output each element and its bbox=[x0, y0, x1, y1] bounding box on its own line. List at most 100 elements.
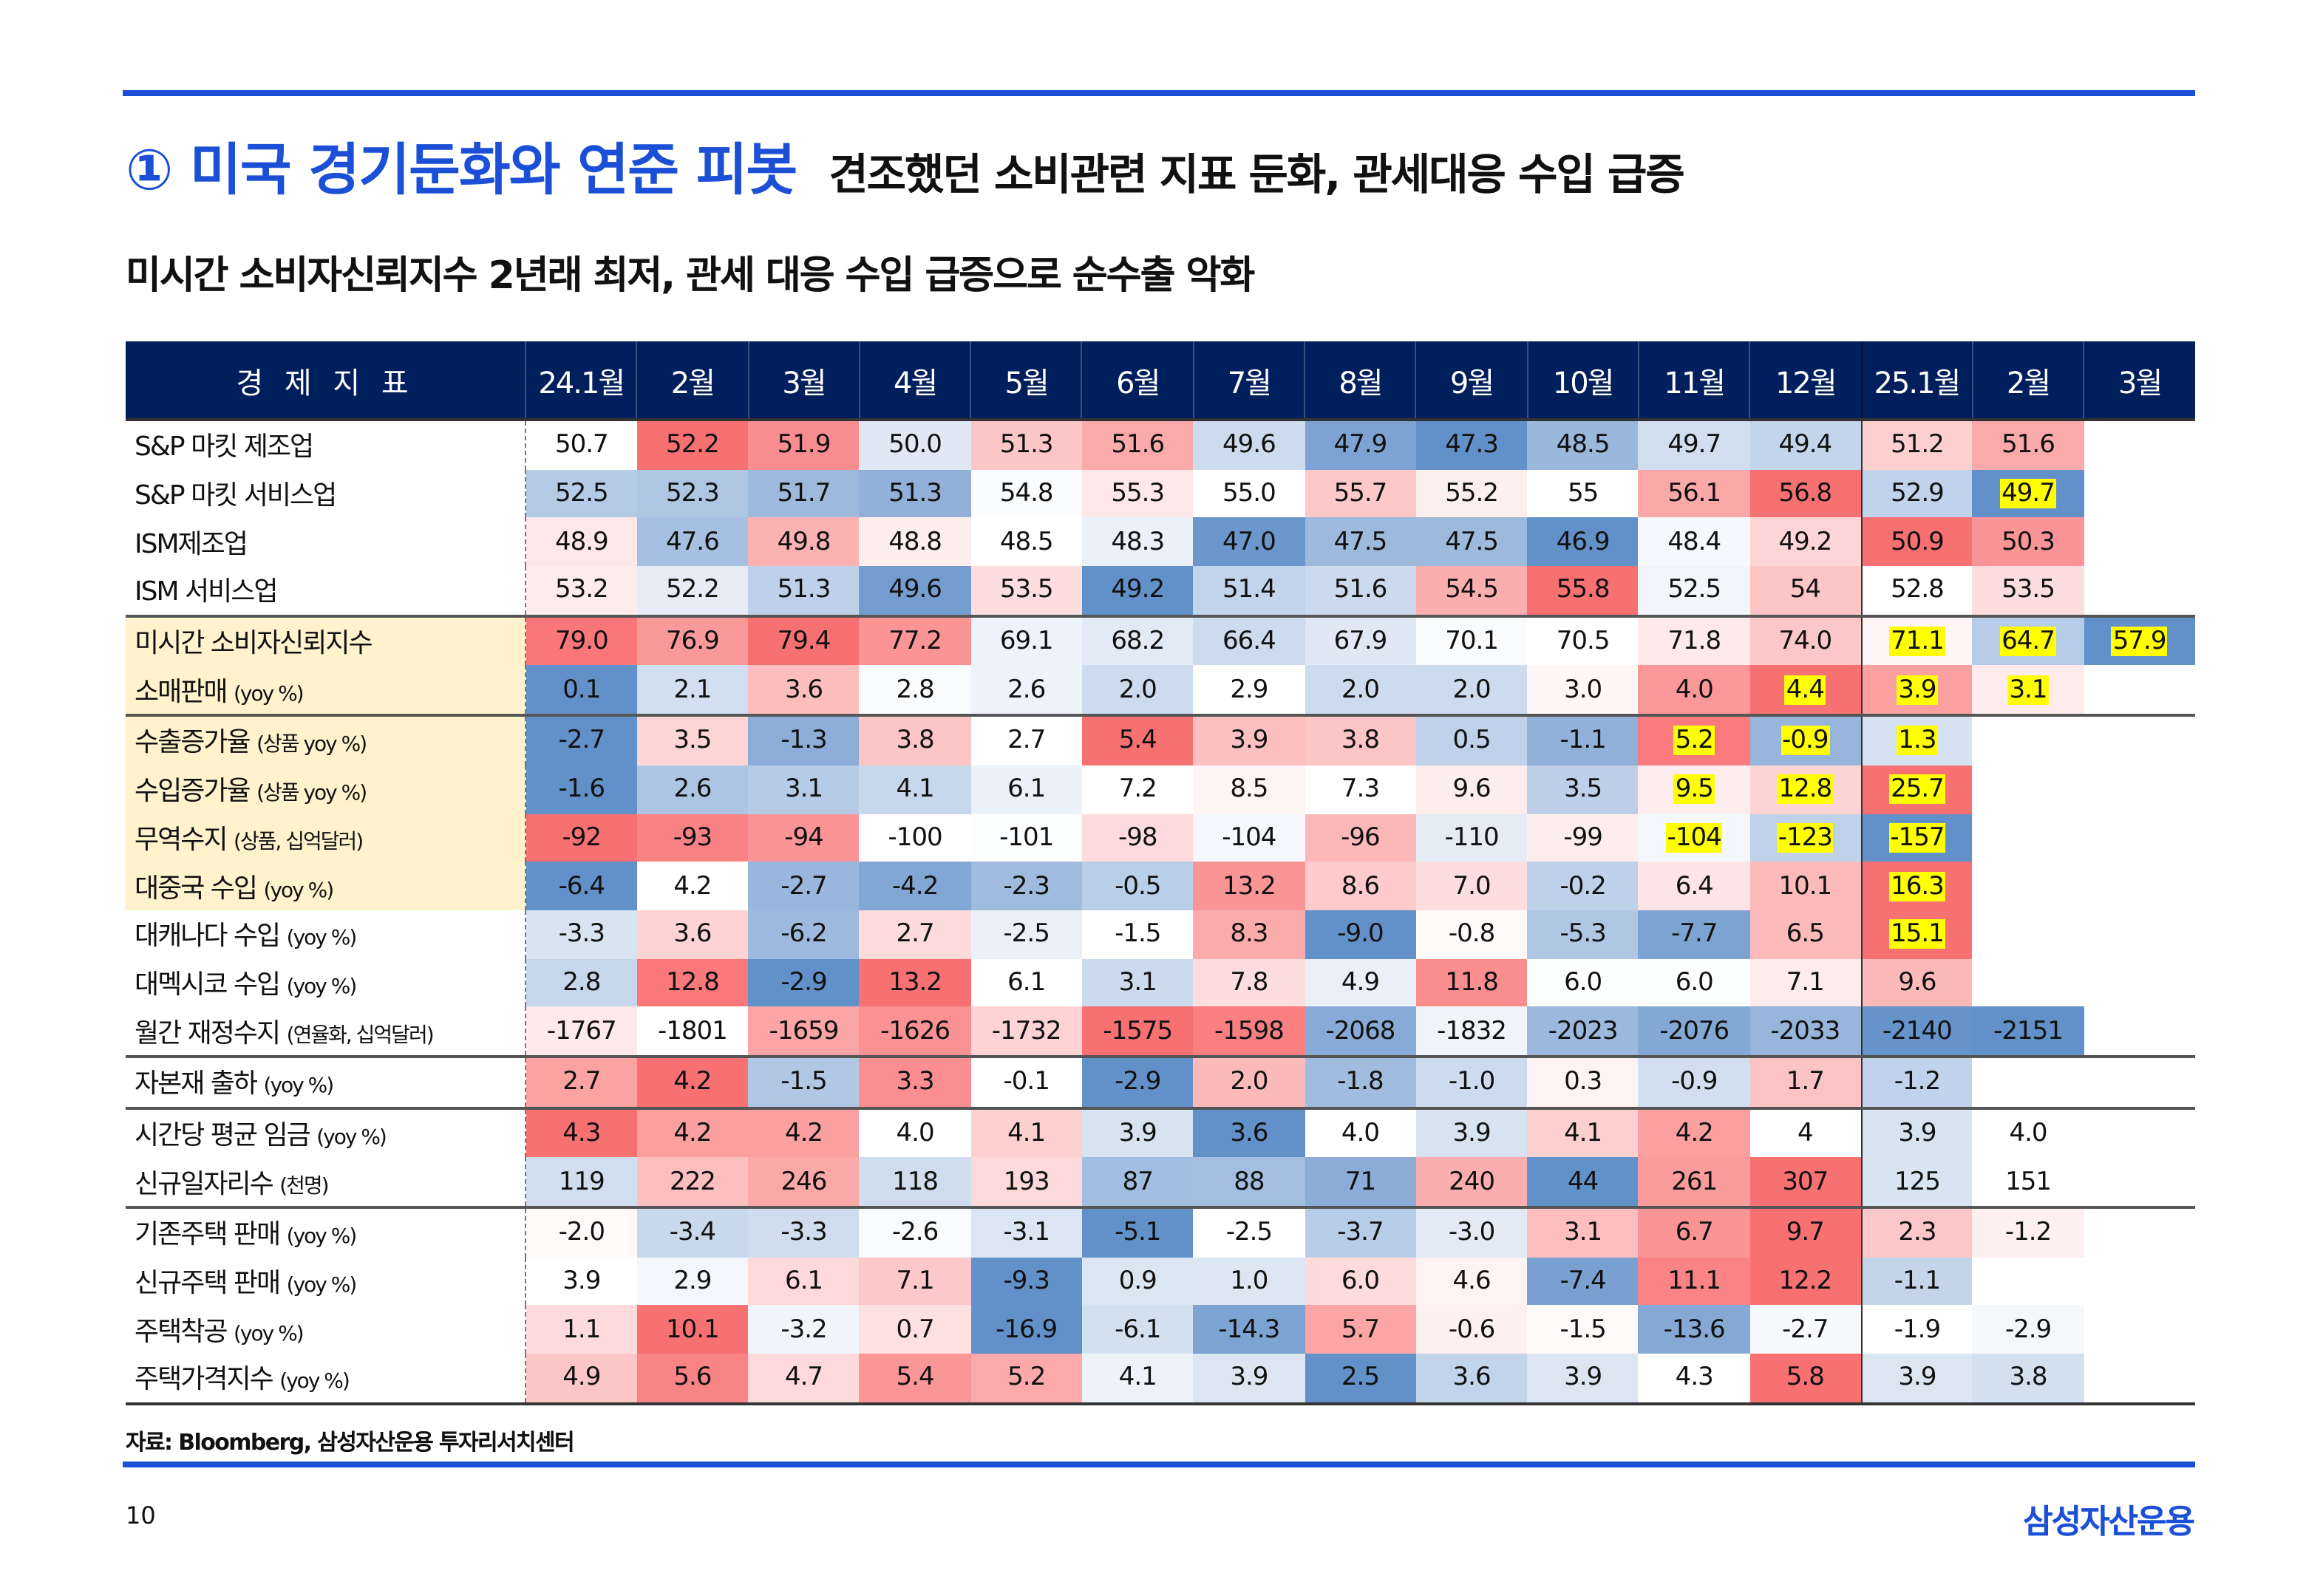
data-cell: 2.5 bbox=[1305, 1354, 1416, 1405]
data-cell: 2.0 bbox=[1305, 665, 1416, 717]
cell-value: 4.0 bbox=[1675, 675, 1714, 705]
cell-value: -2.9 bbox=[1115, 1067, 1161, 1097]
cell-value: 52.2 bbox=[666, 430, 720, 460]
data-cell: 4.0 bbox=[859, 1108, 971, 1158]
data-cell: 74.0 bbox=[1749, 615, 1863, 666]
data-cell: -0.2 bbox=[1527, 862, 1639, 910]
row-label-unit: (yoy %) bbox=[286, 927, 358, 951]
data-cell: 4.6 bbox=[1415, 1257, 1528, 1306]
data-cell: 307 bbox=[1749, 1157, 1863, 1209]
cell-value: 55 bbox=[1568, 479, 1599, 509]
data-cell: -1598 bbox=[1193, 1006, 1305, 1058]
cell-value: 48.4 bbox=[1667, 527, 1721, 557]
data-cell: 87 bbox=[1081, 1157, 1194, 1209]
cell-value: 50.3 bbox=[2001, 527, 2055, 557]
cell-value: -2.6 bbox=[891, 1218, 939, 1248]
cell-value: 3.9 bbox=[1118, 1118, 1157, 1148]
cell-value: 8.3 bbox=[1230, 919, 1268, 949]
cell-value: 50.9 bbox=[1891, 527, 1945, 557]
cell-value: 10.1 bbox=[1778, 871, 1832, 901]
data-cell: -2151 bbox=[1972, 1006, 2084, 1058]
data-cell bbox=[2084, 1006, 2195, 1058]
column-header: 2월 bbox=[636, 341, 749, 420]
data-cell bbox=[2084, 566, 2195, 618]
data-cell bbox=[1973, 958, 2084, 1006]
data-cell: 9.6 bbox=[1861, 958, 1973, 1007]
data-cell: 10.1 bbox=[636, 1305, 749, 1354]
cell-value: 0.3 bbox=[1564, 1067, 1602, 1097]
table-row: ISM제조업 48.9 47.6 49.8 48.8 48.5 48.3 47.0 47.5 4… bbox=[126, 517, 2195, 567]
cell-value: 6.1 bbox=[1007, 774, 1046, 805]
cell-value: -3.3 bbox=[558, 919, 605, 949]
cell-value: 51.9 bbox=[777, 430, 831, 460]
row-label-text: 시간당 평균 임금 bbox=[135, 1119, 311, 1151]
data-cell: -7.7 bbox=[1638, 910, 1750, 959]
data-cell: -5.3 bbox=[1527, 910, 1639, 959]
cell-value: 46.9 bbox=[1556, 527, 1611, 557]
column-header: 5월 bbox=[970, 341, 1082, 420]
cell-value: 49.7 bbox=[2000, 479, 2056, 509]
data-cell: 49.7 bbox=[1638, 418, 1750, 470]
data-cell: 1.7 bbox=[1749, 1056, 1863, 1110]
data-cell: 55.0 bbox=[1193, 469, 1305, 518]
column-header: 11월 bbox=[1637, 341, 1750, 420]
data-cell: -9.0 bbox=[1305, 910, 1416, 959]
cell-value: -4.2 bbox=[891, 871, 939, 901]
table-row: 소매판매 (yoy %) 0.1 2.1 3.6 2.8 2.6 2.0 2.9 2.0 2.0 3… bbox=[126, 665, 2195, 717]
table-row: 신규주택 판매 (yoy %) 3.9 2.9 6.1 7.1 -9.3 0.9 1.0 6.0… bbox=[126, 1257, 2195, 1306]
data-cell: 8.5 bbox=[1193, 765, 1305, 814]
cell-value: 4.0 bbox=[1341, 1118, 1380, 1148]
data-cell bbox=[2084, 1354, 2195, 1405]
data-cell: -0.1 bbox=[970, 1056, 1082, 1110]
cell-value: 4.9 bbox=[1341, 967, 1380, 998]
data-cell: 7.1 bbox=[859, 1257, 971, 1306]
row-label-unit: (상품 yoy %) bbox=[256, 733, 367, 757]
cell-value: -2.0 bbox=[558, 1218, 605, 1248]
table-row: ISM 서비스업 53.2 52.2 51.3 49.6 53.5 49.2 51.4 51.… bbox=[126, 566, 2195, 618]
data-cell: 71.8 bbox=[1638, 615, 1750, 666]
data-cell: 3.9 bbox=[1527, 1354, 1639, 1405]
data-cell: 51.3 bbox=[748, 566, 860, 618]
row-label-text: 수입증가율 bbox=[135, 776, 251, 808]
data-cell: -7.4 bbox=[1527, 1257, 1639, 1306]
data-cell: 49.6 bbox=[859, 566, 971, 618]
data-cell: 6.1 bbox=[970, 958, 1082, 1007]
cell-value: 77.2 bbox=[888, 627, 942, 657]
data-cell: -104 bbox=[1638, 814, 1750, 862]
data-cell: -1659 bbox=[748, 1006, 860, 1058]
data-cell: 3.9 bbox=[526, 1257, 637, 1306]
data-cell bbox=[2084, 1056, 2195, 1110]
data-cell bbox=[2084, 958, 2195, 1006]
cell-value: 7.1 bbox=[896, 1266, 935, 1297]
data-cell: -1.3 bbox=[748, 715, 860, 765]
cell-value: 6.7 bbox=[1675, 1218, 1714, 1248]
column-header: 9월 bbox=[1415, 341, 1528, 420]
row-label-text: S&P 마킷 서비스업 bbox=[135, 480, 337, 512]
cell-value: 47.5 bbox=[1333, 527, 1388, 557]
data-cell: -2.6 bbox=[859, 1207, 971, 1258]
data-cell bbox=[2084, 814, 2195, 862]
cell-value: 307 bbox=[1782, 1167, 1829, 1197]
row-label: 월간 재정수지 (연율화, 십억달러) bbox=[126, 1006, 526, 1058]
data-cell: 56.1 bbox=[1638, 469, 1750, 518]
cell-value: -2033 bbox=[1770, 1016, 1840, 1046]
cell-value: -0.8 bbox=[1448, 919, 1495, 949]
data-cell: 8.6 bbox=[1305, 862, 1416, 910]
data-cell: 6.0 bbox=[1638, 958, 1750, 1007]
data-cell bbox=[1972, 1056, 2084, 1110]
table-row: 신규일자리수 (천명) 119 222 246 118 193 87 88 71 240 44 261… bbox=[126, 1157, 2195, 1209]
cell-value: -2.5 bbox=[1003, 919, 1050, 949]
data-cell: 2.9 bbox=[636, 1257, 749, 1306]
cell-value: 71.8 bbox=[1667, 627, 1721, 657]
data-cell: -157 bbox=[1861, 814, 1973, 862]
cell-value: 8.6 bbox=[1341, 871, 1380, 901]
cell-value: -6.1 bbox=[1115, 1314, 1161, 1345]
data-cell: -3.4 bbox=[636, 1207, 749, 1258]
cell-value: 66.4 bbox=[1222, 627, 1276, 657]
cell-value: 6.0 bbox=[1564, 967, 1602, 998]
cell-value: 2.6 bbox=[1007, 675, 1046, 705]
row-label: 시간당 평균 임금 (yoy %) bbox=[126, 1108, 526, 1158]
cell-value: -1.2 bbox=[2004, 1218, 2052, 1248]
top-rule bbox=[123, 90, 2195, 96]
data-cell: -3.0 bbox=[1415, 1207, 1528, 1258]
